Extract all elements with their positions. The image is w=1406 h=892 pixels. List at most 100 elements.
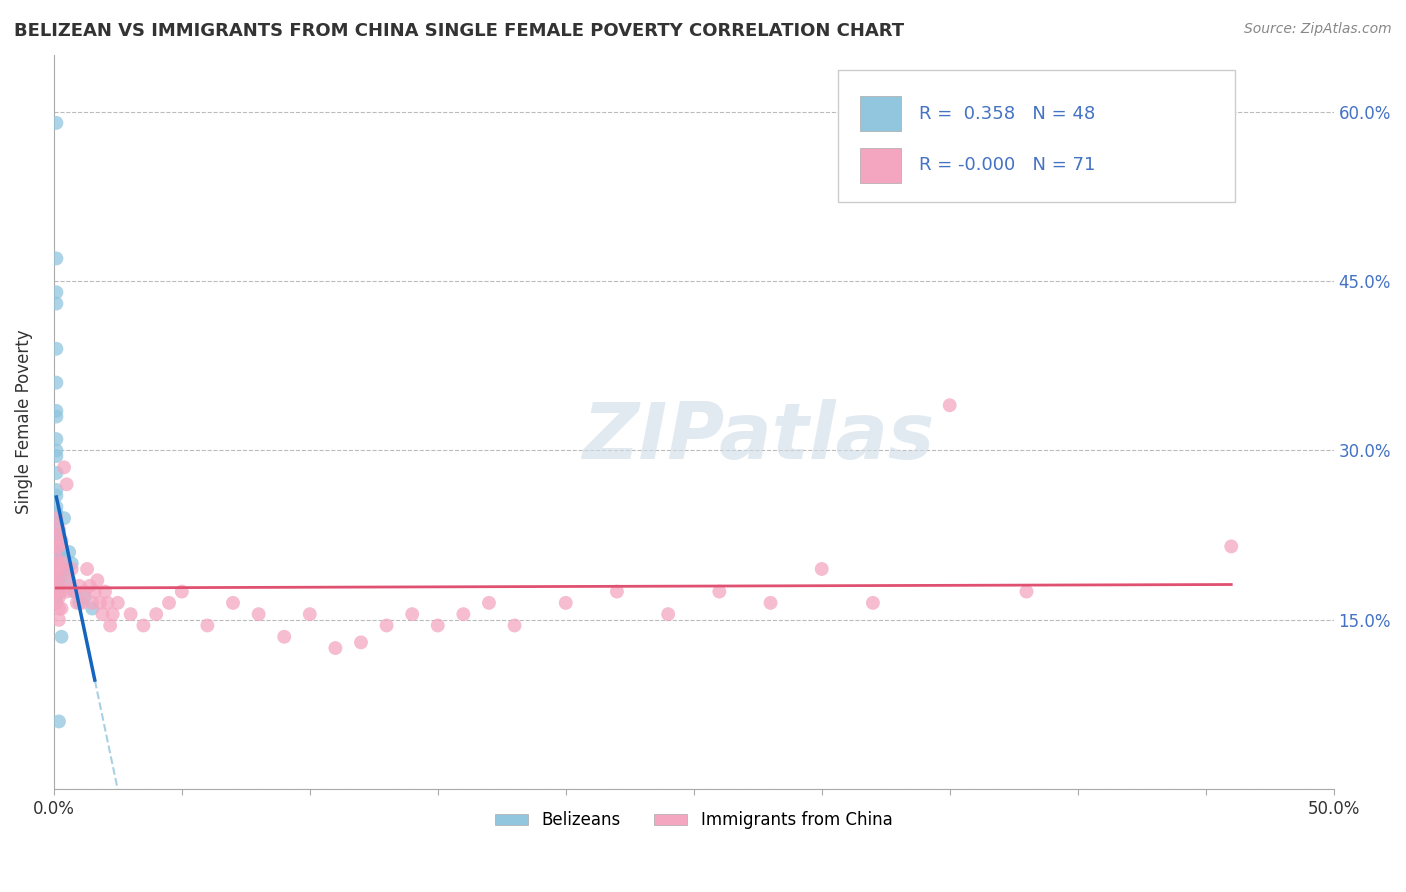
Point (51, 562, 73, 576)
Point (48, 557, 70, 571)
Point (606, 584, 628, 599)
Text: R =  0.358   N = 48: R = 0.358 N = 48 (920, 105, 1095, 123)
Point (86, 574, 108, 588)
Point (45, 567, 67, 582)
Point (53, 557, 76, 571)
Point (79, 579, 101, 593)
Point (101, 607, 124, 622)
Point (120, 607, 142, 622)
Point (97, 596, 120, 610)
Point (759, 596, 782, 610)
Point (45, 596, 67, 610)
Point (145, 607, 167, 622)
Point (51, 533, 73, 548)
Point (170, 584, 193, 599)
Point (63, 584, 86, 599)
Legend: Belizeans, Immigrants from China: Belizeans, Immigrants from China (488, 805, 900, 836)
Text: Source: ZipAtlas.com: Source: ZipAtlas.com (1244, 22, 1392, 37)
Bar (860, 148, 901, 183)
Point (98, 618, 121, 632)
Point (89, 596, 111, 610)
Point (48, 613, 70, 627)
Point (45, 500, 67, 514)
Point (45, 296, 67, 310)
Point (51, 562, 73, 576)
Point (709, 584, 731, 599)
Point (48, 584, 70, 599)
Point (401, 607, 423, 622)
Point (45, 443, 67, 458)
Point (48, 591, 70, 605)
Point (48, 533, 70, 548)
Point (45, 562, 67, 576)
Point (107, 596, 129, 610)
Point (51, 601, 73, 615)
Point (426, 618, 449, 632)
Point (375, 618, 398, 632)
Point (478, 596, 501, 610)
Point (58, 574, 80, 588)
Point (157, 596, 180, 610)
Point (45, 506, 67, 520)
Point (45, 528, 67, 542)
Point (51, 584, 73, 599)
Point (67, 596, 90, 610)
Text: BELIZEAN VS IMMIGRANTS FROM CHINA SINGLE FEMALE POVERTY CORRELATION CHART: BELIZEAN VS IMMIGRANTS FROM CHINA SINGLE… (14, 22, 904, 40)
Point (53, 460, 76, 475)
Point (53, 562, 76, 576)
Point (45, 591, 67, 605)
Point (63, 584, 86, 599)
Point (48, 574, 70, 588)
Point (45, 596, 67, 610)
Point (48, 523, 70, 537)
Point (60, 562, 83, 576)
Point (48, 567, 70, 582)
Point (48, 601, 70, 615)
Point (132, 618, 155, 632)
Point (554, 596, 576, 610)
FancyBboxPatch shape (838, 70, 1234, 202)
Point (657, 607, 679, 622)
Point (45, 252, 67, 266)
Point (70, 596, 93, 610)
Point (45, 342, 67, 356)
Point (197, 618, 219, 632)
Point (45, 579, 67, 593)
Point (1220, 540, 1243, 554)
Y-axis label: Single Female Poverty: Single Female Poverty (15, 330, 32, 515)
Point (45, 574, 67, 588)
Point (222, 596, 245, 610)
Point (325, 641, 347, 656)
Point (60, 557, 83, 571)
Point (82, 601, 104, 615)
Point (45, 409, 67, 424)
Point (73, 591, 96, 605)
Point (45, 550, 67, 565)
Point (55, 584, 77, 599)
Point (45, 466, 67, 480)
Point (45, 376, 67, 390)
Point (45, 432, 67, 446)
Point (48, 557, 70, 571)
Point (45, 511, 67, 525)
Point (862, 596, 884, 610)
Point (45, 116, 67, 130)
Point (45, 483, 67, 497)
Point (83, 584, 105, 599)
Point (45, 584, 67, 599)
Point (298, 607, 321, 622)
Point (247, 607, 270, 622)
Point (53, 511, 76, 525)
Point (51, 630, 73, 644)
Point (45, 449, 67, 463)
Point (45, 404, 67, 418)
Point (45, 557, 67, 571)
Point (1015, 584, 1038, 599)
Point (810, 562, 832, 576)
Point (45, 489, 67, 503)
Point (45, 540, 67, 554)
Text: ZIPatlas: ZIPatlas (582, 399, 934, 475)
Point (48, 714, 70, 729)
Point (45, 285, 67, 300)
Point (82, 596, 104, 610)
